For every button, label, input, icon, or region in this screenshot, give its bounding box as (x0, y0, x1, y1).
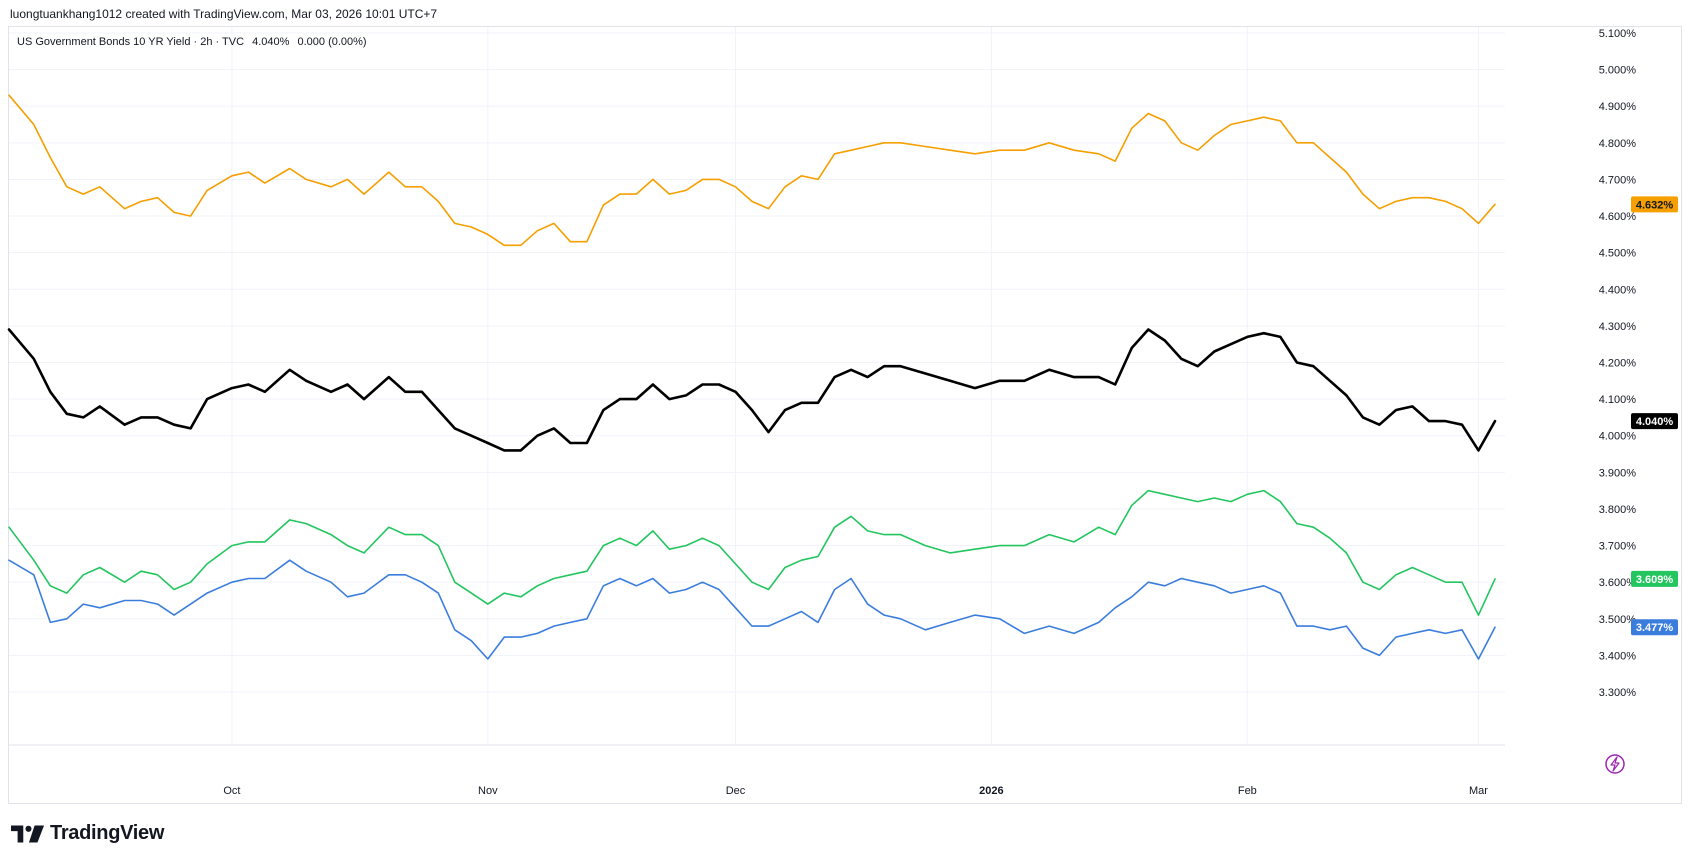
y-tick-label: 3.900% (1599, 467, 1637, 479)
last-value-tag-1 (1631, 196, 1678, 213)
last-value-label-3: 3.609% (1636, 574, 1674, 586)
legend-symbol: US Government Bonds 10 YR Yield · 2h · T… (17, 36, 245, 48)
last-value-tags: 4.632% 4.040% 3.609% 3.477% (1631, 196, 1678, 636)
legend-last-value: 4.040% (252, 36, 290, 48)
y-tick-label: 5.100% (1599, 28, 1637, 40)
y-tick-label: 4.700% (1599, 174, 1637, 186)
y-tick-label: 3.500% (1599, 614, 1637, 626)
chart-legend: US Government Bonds 10 YR Yield · 2h · T… (17, 36, 372, 48)
last-value-label-2: 4.040% (1636, 416, 1674, 428)
x-tick-label: Feb (1238, 785, 1257, 797)
y-tick-label: 3.700% (1599, 541, 1637, 553)
last-value-label-1: 4.632% (1636, 199, 1674, 211)
tradingview-logo-icon (11, 825, 45, 842)
x-tick-label: Oct (223, 785, 240, 797)
x-tick-label: Dec (726, 785, 746, 797)
y-tick-label: 4.100% (1599, 394, 1637, 406)
y-tick-label: 3.600% (1599, 577, 1637, 589)
y-tick-label: 4.200% (1599, 358, 1637, 370)
lightning-icon[interactable] (1605, 754, 1625, 774)
y-tick-label: 4.500% (1599, 248, 1637, 260)
y-tick-label: 3.800% (1599, 504, 1637, 516)
y-tick-label: 3.400% (1599, 650, 1637, 662)
last-value-tag-4 (1631, 619, 1678, 636)
legend-change: 0.000 (0.00%) (297, 36, 367, 48)
attribution-text: luongtuankhang1012 created with TradingV… (10, 7, 438, 21)
y-tick-label: 4.900% (1599, 101, 1637, 113)
series-line-1 (8, 94, 1496, 247)
chart-frame[interactable] (8, 26, 1682, 804)
grid-lines (9, 27, 1505, 746)
last-value-label-4: 3.477% (1636, 622, 1674, 634)
series-line-2 (7, 328, 1497, 452)
y-tick-label: 4.600% (1599, 211, 1637, 223)
x-tick-label: Mar (1469, 785, 1488, 797)
y-tick-label: 4.800% (1599, 138, 1637, 150)
brand-name: TradingView (50, 822, 165, 844)
last-value-tag-3 (1631, 570, 1678, 587)
series-line-4 (8, 559, 1496, 660)
x-tick-label: Nov (478, 785, 498, 797)
series-line-3 (8, 489, 1496, 616)
series-layer (7, 94, 1497, 660)
y-tick-label: 5.000% (1599, 65, 1637, 77)
tradingview-brand[interactable]: TradingView (11, 822, 164, 845)
y-tick-label: 4.400% (1599, 284, 1637, 296)
y-tick-label: 4.000% (1599, 431, 1637, 443)
x-tick-label: 2026 (979, 785, 1003, 797)
x-axis: Oct Nov Dec 2026 Feb Mar (223, 785, 1488, 797)
y-tick-label: 4.300% (1599, 321, 1637, 333)
last-value-tag-2 (1631, 413, 1678, 430)
y-axis: 5.100% 5.000% 4.900% 4.800% 4.700% 4.600% 4.50… (1599, 28, 1637, 699)
y-tick-label: 3.300% (1599, 687, 1637, 699)
